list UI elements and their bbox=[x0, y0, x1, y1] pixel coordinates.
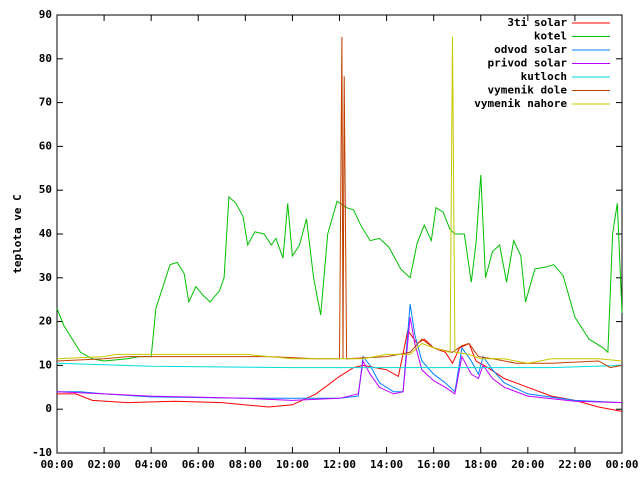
series-line bbox=[57, 304, 623, 404]
y-tick-label: 0 bbox=[45, 402, 52, 415]
x-tick-label: 12:00 bbox=[323, 458, 356, 471]
series-line bbox=[57, 329, 623, 412]
legend-label: vymenik nahore bbox=[474, 97, 567, 110]
series-line bbox=[56, 317, 623, 404]
x-tick-label: 06:00 bbox=[182, 458, 215, 471]
legend-label: vymenik dole bbox=[488, 84, 568, 97]
y-tick-label: -10 bbox=[32, 446, 52, 459]
y-tick-label: 80 bbox=[39, 52, 52, 65]
x-tick-label: 02:00 bbox=[88, 458, 121, 471]
series-line bbox=[56, 174, 623, 362]
x-tick-label: 20:00 bbox=[511, 458, 544, 471]
y-tick-label: 70 bbox=[39, 96, 52, 109]
legend-label: odvod solar bbox=[494, 43, 567, 56]
legend-label: kotel bbox=[534, 30, 567, 43]
y-tick-label: 90 bbox=[39, 8, 52, 21]
y-tick-label: 50 bbox=[39, 183, 52, 196]
series-line bbox=[56, 362, 623, 369]
series-line bbox=[56, 36, 623, 364]
y-tick-label: 30 bbox=[39, 271, 52, 284]
x-tick-label: 04:00 bbox=[135, 458, 168, 471]
x-tick-label: 18:00 bbox=[464, 458, 497, 471]
y-tick-label: 60 bbox=[39, 139, 52, 152]
x-tick-label: 14:00 bbox=[370, 458, 403, 471]
legend-label: privod solar bbox=[488, 57, 568, 70]
x-tick-label: 00:00 bbox=[40, 458, 73, 471]
y-tick-label: 10 bbox=[39, 358, 52, 371]
x-tick-label: 08:00 bbox=[229, 458, 262, 471]
legend-label: kutloch bbox=[521, 70, 567, 83]
legend-label: 3ti solar bbox=[507, 16, 567, 29]
y-tick-label: 40 bbox=[39, 227, 52, 240]
x-tick-label: 16:00 bbox=[417, 458, 450, 471]
x-tick-label: 00:00 bbox=[605, 458, 638, 471]
x-tick-label: 10:00 bbox=[276, 458, 309, 471]
x-tick-label: 22:00 bbox=[558, 458, 591, 471]
y-axis-label: teplota ve C bbox=[11, 194, 24, 273]
y-tick-label: 20 bbox=[39, 315, 52, 328]
